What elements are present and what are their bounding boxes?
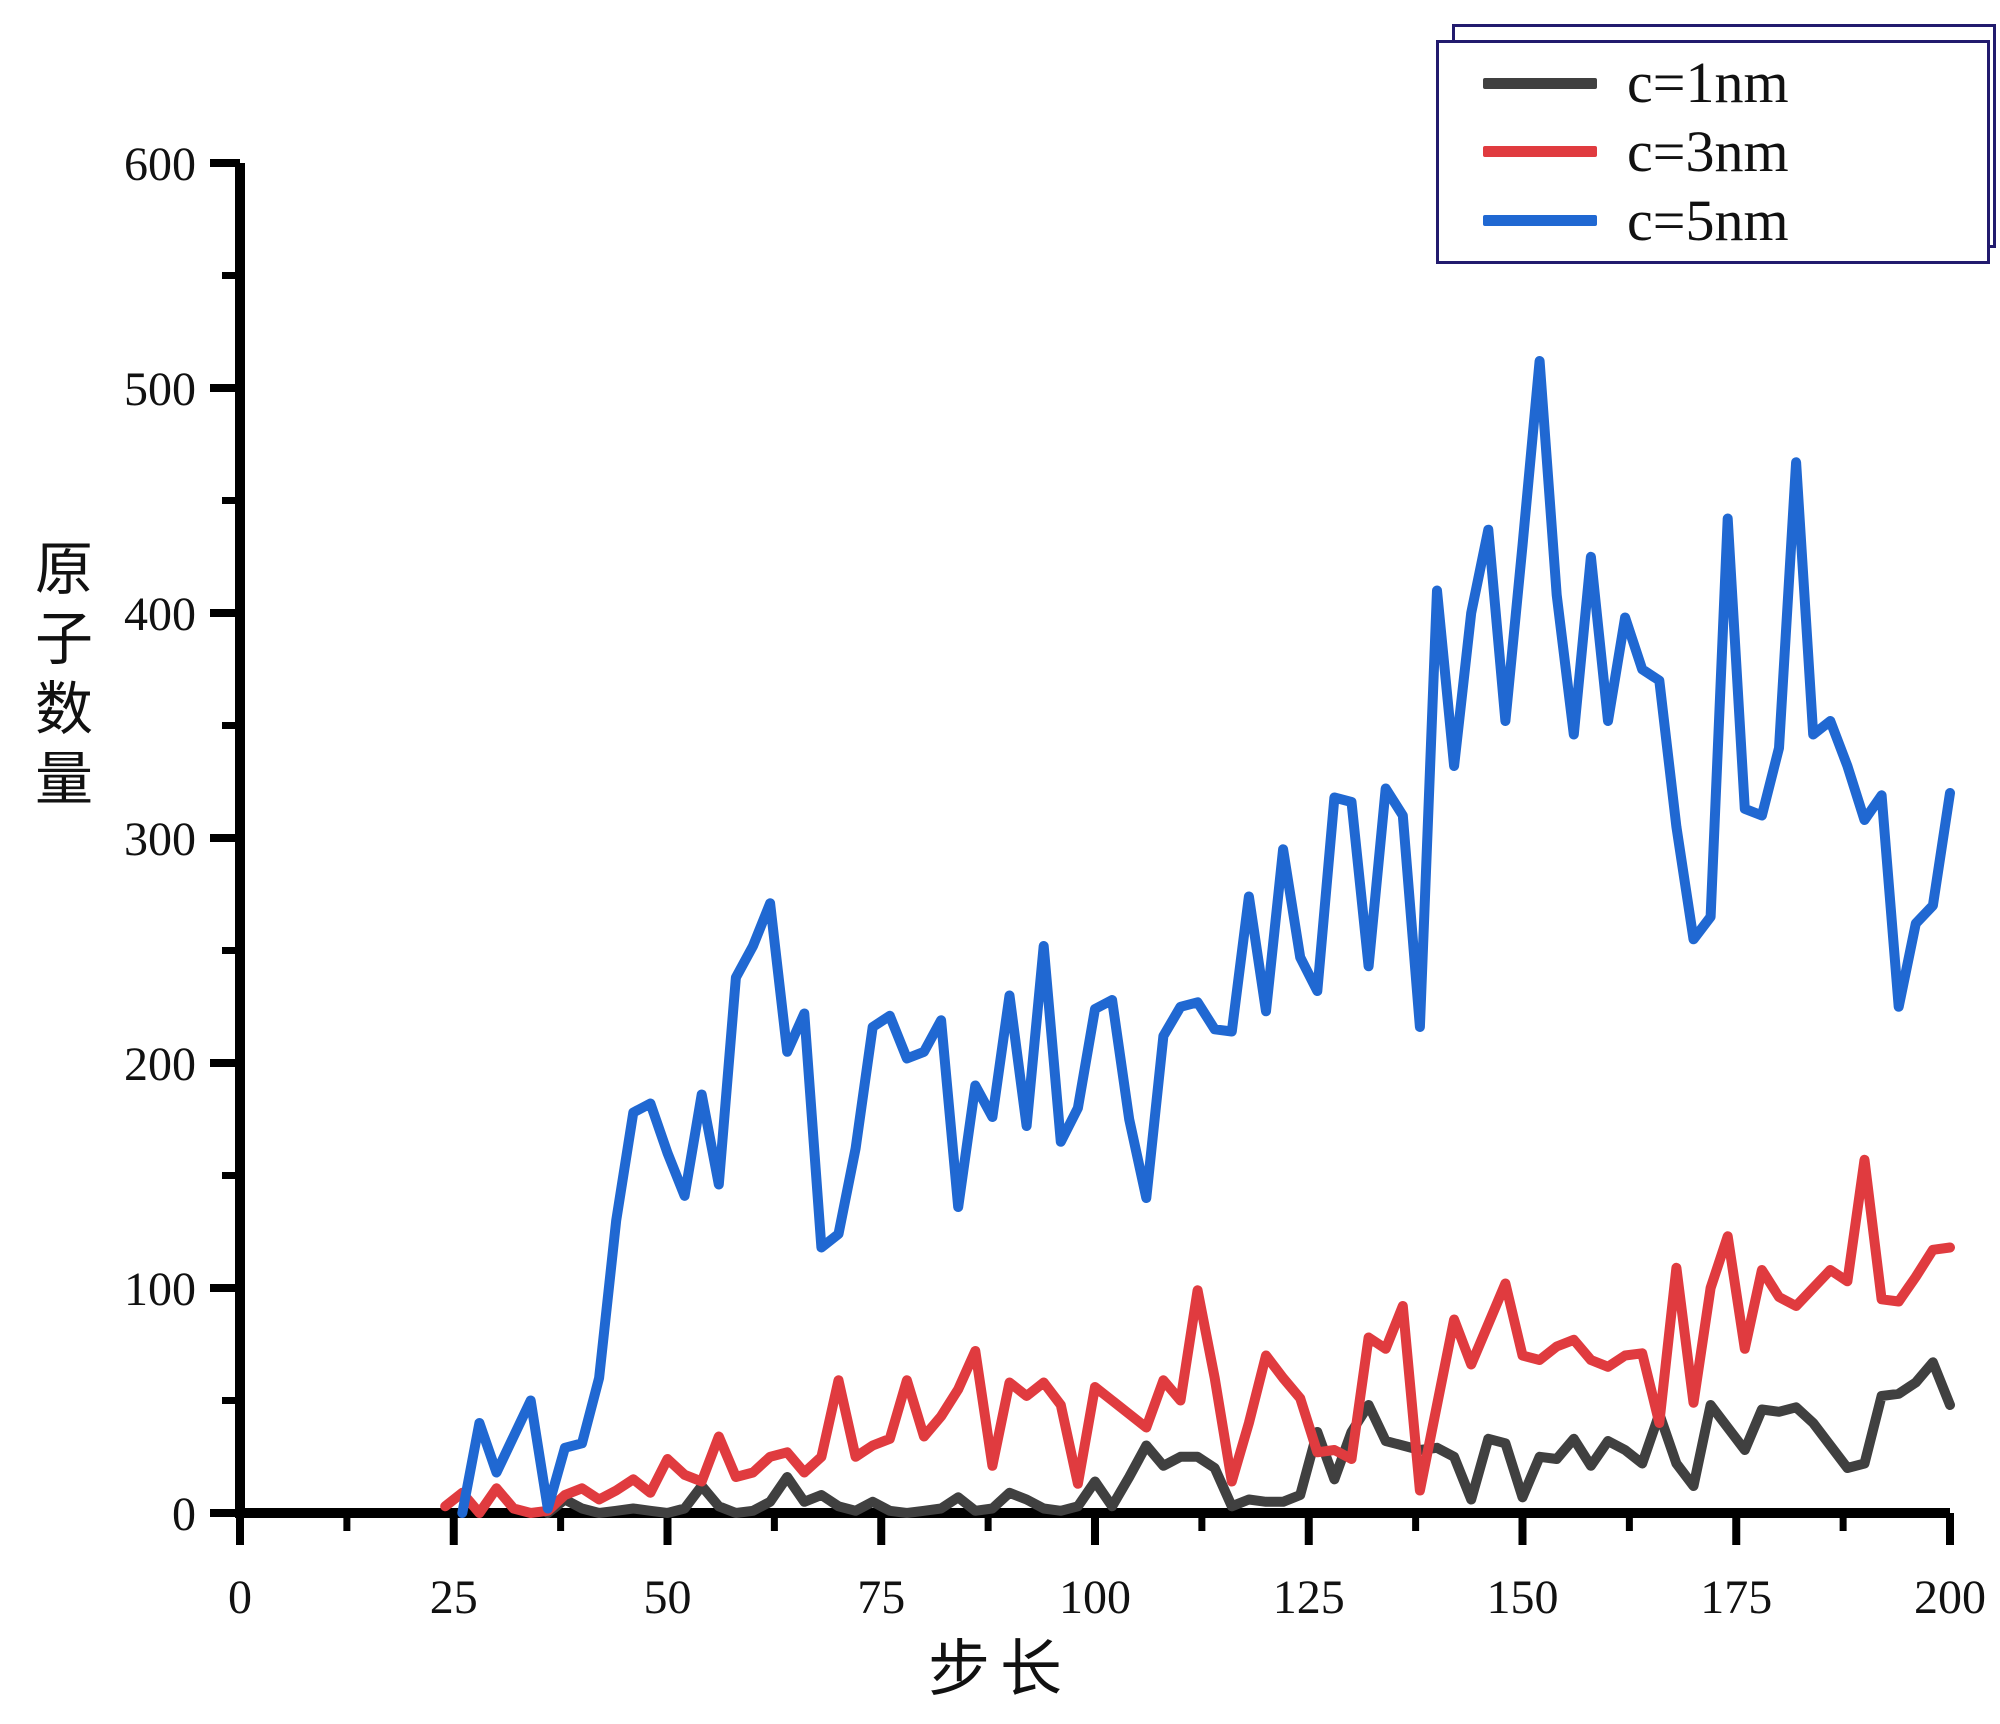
legend-item-c1nm: c=1nm <box>1439 54 1987 112</box>
y-axis-title: 原子数量 <box>26 538 91 818</box>
legend-line-c5nm <box>1483 215 1597 227</box>
x-tick-label: 125 <box>1273 1571 1345 1624</box>
y-tick-label: 500 <box>124 363 196 416</box>
series-lines <box>440 356 1955 1518</box>
legend-line-c1nm <box>1483 77 1597 89</box>
legend-label-c1nm: c=1nm <box>1627 50 1789 116</box>
y-tick-label: 300 <box>124 813 196 866</box>
y-tick-label: 200 <box>124 1038 196 1091</box>
series-line-c5nm <box>457 356 1955 1518</box>
x-tick-label: 200 <box>1914 1571 1986 1624</box>
legend-line-c3nm <box>1483 146 1597 158</box>
y-tick-label: 100 <box>124 1263 196 1316</box>
legend-label-c5nm: c=5nm <box>1627 187 1789 253</box>
x-tick-label: 25 <box>430 1571 478 1624</box>
y-tick-label: 600 <box>124 138 196 191</box>
x-tick-label: 175 <box>1700 1571 1772 1624</box>
series-line-c3nm <box>440 1154 1955 1518</box>
x-axis-title: 步长 <box>927 1636 1072 1704</box>
series-line-c1nm <box>542 1357 1955 1518</box>
x-tick-label: 100 <box>1059 1571 1131 1624</box>
y-tick-label: 400 <box>124 588 196 641</box>
x-tick-label: 0 <box>228 1571 252 1624</box>
legend-label-c3nm: c=3nm <box>1627 118 1789 184</box>
x-tick-label: 75 <box>857 1571 905 1624</box>
x-tick-label: 150 <box>1487 1571 1559 1624</box>
y-tick-label: 0 <box>172 1488 196 1541</box>
legend: c=1nm c=3nm c=5nm <box>1436 40 1990 264</box>
x-tick-label: 50 <box>644 1571 692 1624</box>
legend-item-c3nm: c=3nm <box>1439 118 1987 184</box>
legend-item-c5nm: c=5nm <box>1439 187 1987 253</box>
